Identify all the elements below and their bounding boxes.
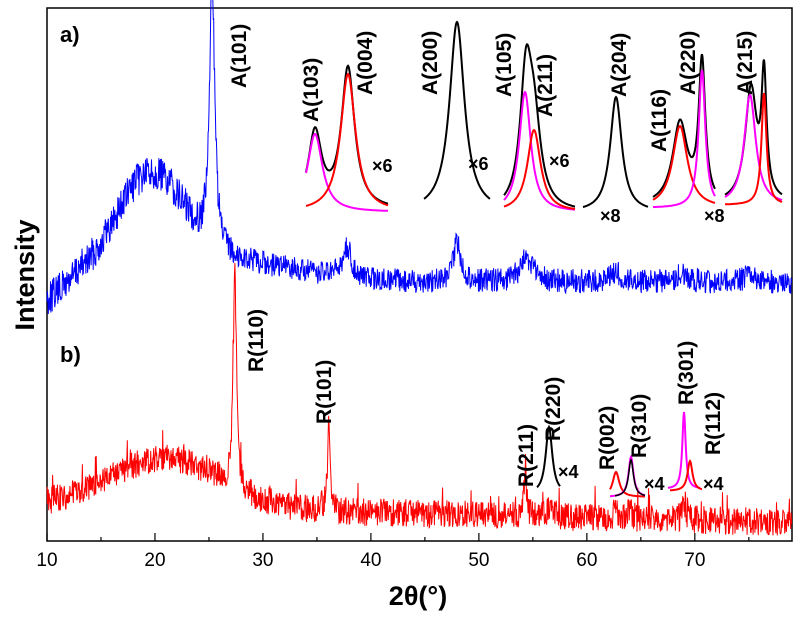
x-tick-label: 30 <box>252 550 273 571</box>
fit-b2-R002 <box>609 470 645 498</box>
peak-label-A215: A(215) <box>734 31 757 95</box>
x-axis-ticks: 10 20 30 40 50 60 70 <box>36 533 750 571</box>
peak-label-A004: A(004) <box>354 31 377 95</box>
peak-label-R110: R(110) <box>245 309 268 372</box>
fit-b3-R112 <box>670 459 703 492</box>
peak-label-R220: R(220) <box>542 377 565 441</box>
panel-label-a: a) <box>60 22 80 47</box>
plot-frame <box>46 7 793 542</box>
x-tick-label: 10 <box>36 550 57 571</box>
y-axis-title: Intensity <box>10 219 40 330</box>
inset-fits-layer <box>305 20 783 498</box>
peak-label-A204: A(204) <box>608 33 631 97</box>
fit-b3-R301 <box>667 411 701 489</box>
fit-a3-total <box>503 43 576 208</box>
peak-label-R112: R(112) <box>702 392 725 455</box>
peak-label-R101: R(101) <box>313 360 336 424</box>
fit-a3-A105 <box>503 90 576 211</box>
fit-b2-total <box>615 458 646 497</box>
x-tick-label: 50 <box>468 550 489 571</box>
inset-scale-a3: ×6 <box>549 151 570 171</box>
inset-scale-a5: ×8 <box>704 206 725 226</box>
fit-a5-A116 <box>652 124 716 204</box>
inset-scale-b2: ×4 <box>644 474 665 494</box>
series-a-line <box>46 0 793 315</box>
fit-b1-R220 <box>536 424 561 489</box>
series-a-layer <box>46 0 793 315</box>
peak-label-A101: A(101) <box>228 24 251 88</box>
peak-label-A116: A(116) <box>648 89 671 152</box>
inset-scale-a1: ×6 <box>372 156 393 176</box>
inset-scale-a2: ×6 <box>468 154 489 174</box>
fit-a3-A211 <box>503 128 576 210</box>
x-tick-label: 60 <box>576 550 597 571</box>
peak-label-R002: R(002) <box>596 406 619 470</box>
panel-label-b: b) <box>60 342 81 367</box>
series-b-layer <box>46 262 793 536</box>
inset-scale-b3: ×4 <box>703 474 724 494</box>
inset-scale-a4: ×8 <box>600 206 621 226</box>
peak-label-R211: R(211) <box>515 424 538 487</box>
series-b-line <box>46 262 793 536</box>
peak-label-R310: R(310) <box>628 394 651 458</box>
x-tick-label: 40 <box>360 550 381 571</box>
fit-a5b-extra <box>725 92 783 206</box>
peak-label-A211: A(211) <box>534 54 557 117</box>
x-axis-title: 2θ(°) <box>389 581 447 611</box>
fit-a2-total <box>423 20 491 200</box>
peak-label-A200: A(200) <box>419 31 442 95</box>
fit-a5b-A215 <box>724 93 783 201</box>
peak-label-R301: R(301) <box>675 341 698 405</box>
fit-a1-A103 <box>305 132 388 212</box>
peak-label-A103: A(103) <box>300 58 323 122</box>
peak-label-A105: A(105) <box>493 33 516 97</box>
fit-a5-A220 <box>653 69 716 209</box>
x-tick-label: 20 <box>144 550 165 571</box>
x-tick-label: 70 <box>684 550 705 571</box>
peak-label-A220: A(220) <box>677 31 700 95</box>
fit-a1-A004 <box>305 72 389 207</box>
inset-scale-b1: ×4 <box>558 462 579 482</box>
fit-a4-total <box>582 95 649 208</box>
